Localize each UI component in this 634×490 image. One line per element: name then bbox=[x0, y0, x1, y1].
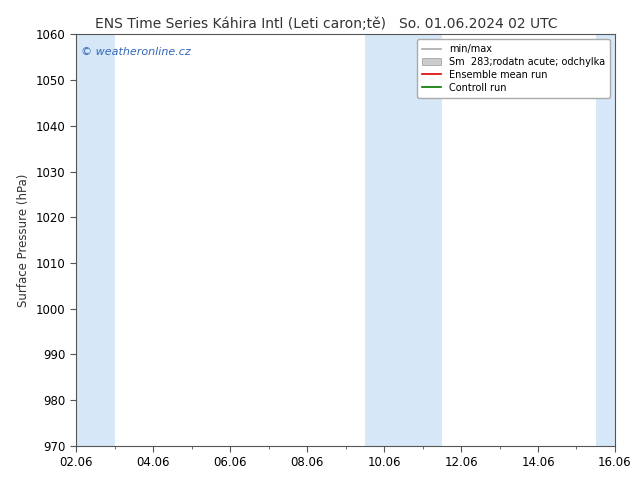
Text: ENS Time Series Káhira Intl (Leti caron;tě): ENS Time Series Káhira Intl (Leti caron;… bbox=[95, 17, 386, 31]
Bar bbox=[596, 34, 634, 446]
Bar bbox=[57, 34, 115, 446]
Legend: min/max, Sm  283;rodatn acute; odchylka, Ensemble mean run, Controll run: min/max, Sm 283;rodatn acute; odchylka, … bbox=[417, 39, 610, 98]
Y-axis label: Surface Pressure (hPa): Surface Pressure (hPa) bbox=[17, 173, 30, 307]
Text: So. 01.06.2024 02 UTC: So. 01.06.2024 02 UTC bbox=[399, 17, 558, 31]
Text: © weatheronline.cz: © weatheronline.cz bbox=[81, 47, 191, 57]
Bar bbox=[365, 34, 442, 446]
